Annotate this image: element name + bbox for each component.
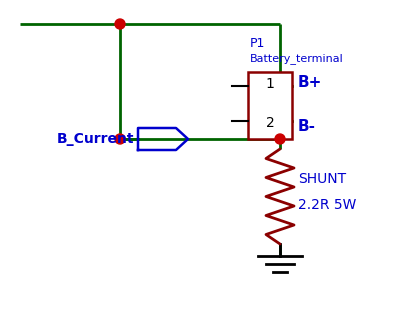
Bar — [248, 72, 292, 139]
Text: 2: 2 — [266, 116, 274, 130]
Text: SHUNT: SHUNT — [298, 171, 346, 185]
Text: B+: B+ — [298, 74, 322, 90]
Text: 1: 1 — [266, 77, 274, 91]
Text: B-: B- — [298, 119, 316, 134]
Text: Battery_terminal: Battery_terminal — [250, 53, 344, 64]
Text: B_Current: B_Current — [56, 132, 134, 146]
Circle shape — [115, 134, 125, 144]
Text: P1: P1 — [250, 37, 265, 50]
Text: 2.2R 5W: 2.2R 5W — [298, 197, 356, 211]
Circle shape — [275, 134, 285, 144]
Circle shape — [115, 19, 125, 29]
